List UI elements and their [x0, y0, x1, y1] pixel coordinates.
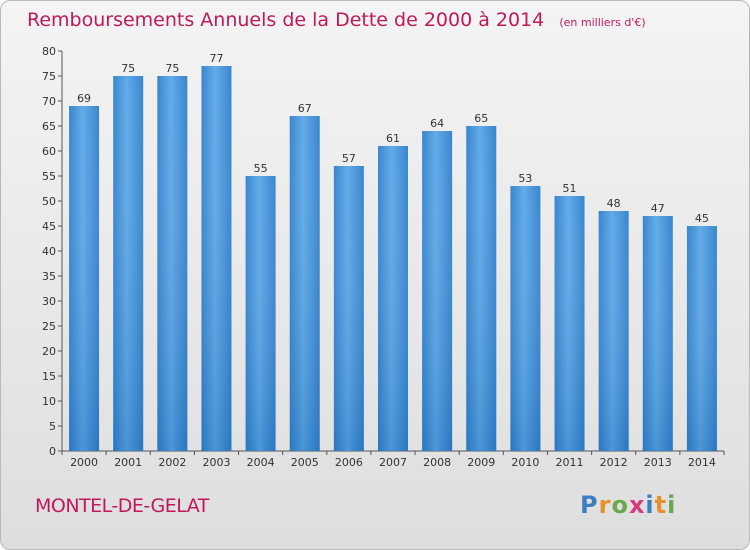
bar-shade	[201, 66, 232, 451]
bar-shade	[378, 146, 408, 451]
y-tick-label: 30	[42, 295, 56, 308]
y-tick-label: 40	[42, 245, 56, 258]
x-tick-label: 2006	[335, 456, 363, 469]
data-label: 61	[386, 132, 400, 145]
x-tick-label: 2001	[114, 456, 142, 469]
bar-shade	[598, 211, 629, 451]
data-label: 67	[298, 102, 312, 115]
data-label: 57	[342, 152, 356, 165]
data-label: 48	[607, 197, 621, 210]
logo-letter: o	[611, 491, 629, 519]
x-tick-label: 2007	[379, 456, 407, 469]
x-tick-label: 2012	[600, 456, 628, 469]
y-tick-label: 50	[42, 195, 56, 208]
bar-shade	[69, 106, 100, 451]
bars-group	[69, 66, 717, 451]
y-tick-label: 65	[42, 120, 56, 133]
logo-letter: i	[667, 491, 677, 519]
data-label: 64	[430, 117, 444, 130]
data-label: 77	[209, 52, 223, 65]
x-tick-label: 2009	[467, 456, 495, 469]
logo-letter: x	[628, 491, 646, 519]
x-tick-label: 2011	[556, 456, 584, 469]
y-tick-label: 35	[42, 270, 56, 283]
data-label: 47	[651, 202, 665, 215]
bar-shade	[422, 131, 453, 451]
data-label: 55	[254, 162, 268, 175]
x-tick-label: 2013	[644, 456, 672, 469]
bar-shade	[686, 226, 717, 451]
data-label: 69	[77, 92, 91, 105]
bar-shade	[113, 76, 144, 451]
y-tick-label: 45	[42, 220, 56, 233]
y-tick-label: 60	[42, 145, 56, 158]
bar-shade	[642, 216, 673, 451]
labels-group: 2000 69 2001 75 2002 75 2003 77 2004 55 2005 67 2006…	[70, 52, 716, 469]
y-tick-label: 75	[42, 70, 56, 83]
logo-letter: i	[645, 491, 655, 519]
x-tick-label: 2004	[247, 456, 275, 469]
data-label: 75	[121, 62, 135, 75]
y-tick-label: 5	[49, 420, 56, 433]
x-tick-label: 2002	[158, 456, 186, 469]
y-tick-label: 15	[42, 370, 56, 383]
data-label: 75	[165, 62, 179, 75]
bar-shade	[245, 176, 276, 451]
y-tick-label: 70	[42, 95, 56, 108]
y-tick-label: 0	[49, 445, 56, 458]
bar-shade	[333, 166, 364, 451]
y-tick-label: 20	[42, 345, 56, 358]
data-label: 65	[474, 112, 488, 125]
bar-shade	[510, 186, 541, 451]
y-tick-label: 10	[42, 395, 56, 408]
bar-shade	[157, 76, 188, 451]
x-tick-label: 2005	[291, 456, 319, 469]
y-tick-label: 55	[42, 170, 56, 183]
x-tick-label: 2008	[423, 456, 451, 469]
chart-title: Remboursements Annuels de la Dette de 20…	[27, 9, 545, 31]
data-label: 45	[695, 212, 709, 225]
x-tick-label: 2010	[511, 456, 539, 469]
logo-letter: P	[580, 491, 599, 519]
x-tick-label: 2014	[688, 456, 716, 469]
data-label: 51	[563, 182, 577, 195]
data-label: 53	[518, 172, 532, 185]
logo-letter: t	[654, 491, 668, 519]
x-tick-label: 2003	[202, 456, 230, 469]
logo-letter: r	[598, 491, 612, 519]
chart-subtitle: (en milliers d'€)	[559, 16, 646, 29]
proxiti-logo: Proxiti	[580, 491, 676, 519]
x-tick-label: 2000	[70, 456, 98, 469]
bar-shade	[289, 116, 320, 451]
y-tick-label: 80	[42, 45, 56, 58]
place-name: MONTEL-DE-GELAT	[35, 495, 209, 517]
chart-title-row: Remboursements Annuels de la Dette de 20…	[27, 9, 646, 31]
bar-shade	[554, 196, 585, 451]
bar-shade	[466, 126, 497, 451]
y-tick-label: 25	[42, 320, 56, 333]
